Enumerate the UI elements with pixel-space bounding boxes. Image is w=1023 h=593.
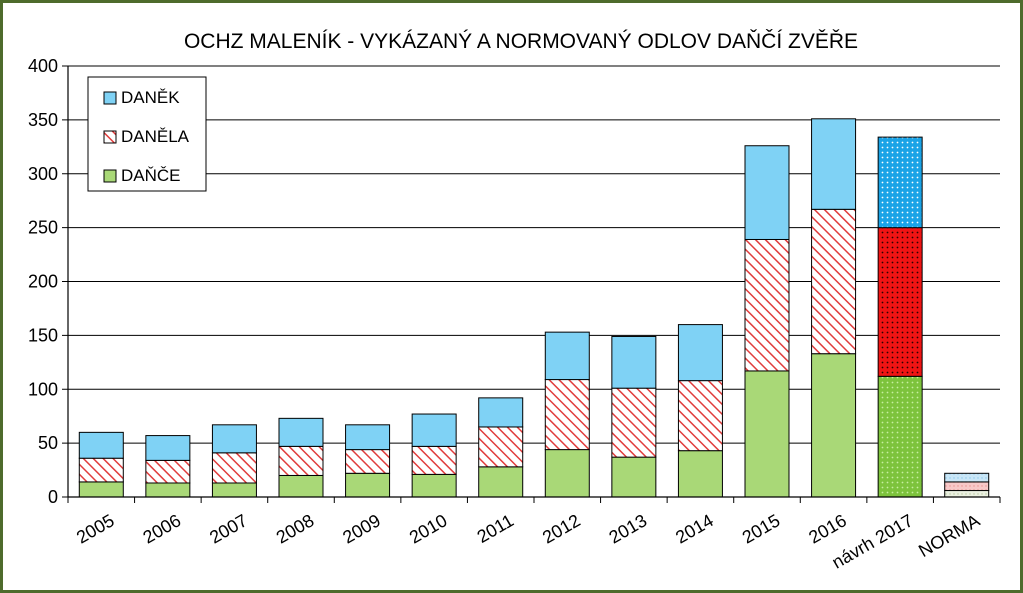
bars <box>78 118 990 498</box>
bar-dance <box>611 456 657 498</box>
bar-dance <box>677 450 723 498</box>
bar-danek <box>877 136 923 229</box>
y-tick-label: 350 <box>28 110 58 130</box>
legend-swatch-danek <box>103 91 117 105</box>
bar-dance <box>811 353 857 498</box>
bar-danek <box>811 118 857 210</box>
y-axis-ticks: 0 50 100 150 200 250 300 350 400 <box>28 56 68 507</box>
x-tick-label: 2014 <box>672 510 717 547</box>
gridlines <box>68 65 1000 444</box>
bar-dance <box>78 481 124 498</box>
x-tick-label: 2016 <box>805 510 850 547</box>
x-tick-label: 2015 <box>739 510 784 547</box>
bar-danek <box>411 413 457 447</box>
x-tick-label: 2011 <box>474 510 518 547</box>
bar-danek <box>145 435 191 461</box>
bar-danela <box>145 459 191 484</box>
bar-dance <box>478 466 524 498</box>
bar-danela <box>611 387 657 458</box>
bar-danela <box>744 238 790 372</box>
y-tick-label: 0 <box>48 487 58 507</box>
x-tick-label: 2012 <box>539 510 584 547</box>
bar-dance <box>211 482 257 498</box>
bar-danek <box>677 324 723 382</box>
bar-danek <box>211 424 257 454</box>
x-tick-label: 2007 <box>206 510 251 547</box>
y-tick-label: 150 <box>28 325 58 345</box>
bar-danela <box>877 227 923 377</box>
x-tick-label: NORMA <box>915 510 983 561</box>
bar-dance <box>278 474 324 498</box>
bar-danela <box>411 445 457 475</box>
bar-dance <box>145 482 191 498</box>
bar-dance <box>345 472 391 498</box>
legend-swatch-danela <box>103 130 117 144</box>
y-tick-label: 250 <box>28 218 58 238</box>
bar-danela <box>345 449 391 474</box>
legend-label-dance: DAŇČE <box>121 166 181 185</box>
bar-danela <box>78 457 124 483</box>
bar-danek <box>345 424 391 451</box>
y-tick-label: 400 <box>28 56 58 76</box>
bar-danela <box>211 452 257 484</box>
legend-label-danela: DANĚLA <box>121 127 190 146</box>
bar-danela <box>944 481 990 492</box>
bar-danek <box>478 397 524 428</box>
bar-danek <box>944 472 990 483</box>
bar-dance <box>744 370 790 498</box>
bar-danela <box>278 445 324 476</box>
bar-dance <box>411 473 457 498</box>
y-tick-label: 50 <box>38 433 58 453</box>
bar-danek <box>78 431 124 459</box>
bar-danek <box>744 145 790 240</box>
legend-label-danek: DANĚK <box>121 88 180 107</box>
bar-danela <box>544 379 590 451</box>
x-tick-label: 2009 <box>339 510 384 547</box>
x-tick-label: 2013 <box>606 510 651 547</box>
x-tick-label: 2008 <box>273 510 318 547</box>
x-tick-label: 2005 <box>73 510 118 547</box>
bar-danela <box>478 426 524 468</box>
bar-danela <box>811 208 857 355</box>
bar-dance <box>944 490 990 498</box>
chart-title: OCHZ MALENÍK - VYKÁZANÝ A NORMOVANÝ ODLO… <box>184 30 858 53</box>
x-tick-label: 2006 <box>140 510 185 547</box>
x-tick-label: 2010 <box>406 510 451 547</box>
bar-dance <box>877 375 923 498</box>
bar-danek <box>278 417 324 447</box>
y-tick-label: 200 <box>28 272 58 292</box>
bar-danek <box>544 331 590 381</box>
bar-dance <box>544 449 590 498</box>
bar-danela <box>677 380 723 452</box>
x-axis-ticks: 2005 2006 2007 2008 2009 2010 2011 2012 2013 2014… <box>67 497 1001 573</box>
bar-danek <box>611 335 657 389</box>
legend-swatch-dance <box>103 169 117 183</box>
y-tick-label: 300 <box>28 164 58 184</box>
legend: DANĚK DANĚLA DAŇČE <box>87 76 207 192</box>
y-tick-label: 100 <box>28 379 58 399</box>
